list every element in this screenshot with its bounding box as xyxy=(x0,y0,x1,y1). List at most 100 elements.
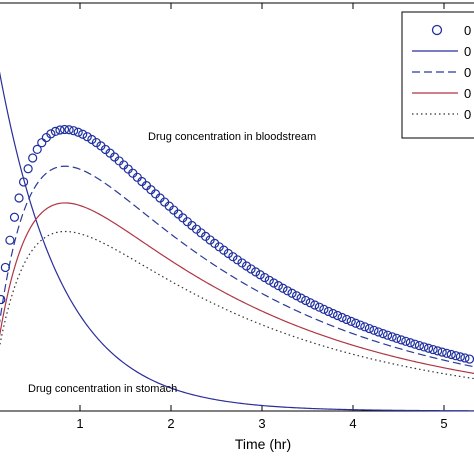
legend-label-4: 0 xyxy=(464,107,471,122)
circle-point-101 xyxy=(455,352,465,362)
circle-point-71 xyxy=(319,304,329,314)
x-tick-label-2: 2 xyxy=(167,416,174,431)
circle-point-96 xyxy=(433,346,443,356)
circle-point-90 xyxy=(405,338,415,348)
circle-point-13 xyxy=(55,125,65,135)
circle-point-102 xyxy=(460,353,470,363)
circle-point-62 xyxy=(278,283,288,293)
circle-point-9 xyxy=(37,138,47,148)
circle-point-72 xyxy=(323,306,334,317)
circle-point-77 xyxy=(346,316,356,326)
legend-label-0: 0 xyxy=(464,23,471,38)
circle-point-53 xyxy=(237,258,247,268)
circle-point-85 xyxy=(382,330,393,340)
circle-point-60 xyxy=(269,278,279,288)
circle-point-5 xyxy=(18,177,29,187)
x-tick-label-1: 1 xyxy=(76,416,83,431)
circle-point-3 xyxy=(9,212,20,222)
x-tick-label-3: 3 xyxy=(258,416,265,431)
circle-point-89 xyxy=(401,336,411,346)
circle-point-74 xyxy=(332,310,343,321)
series-dotted-line xyxy=(0,230,474,380)
circle-point-2 xyxy=(5,235,15,245)
circle-point-67 xyxy=(301,295,311,306)
circle-point-82 xyxy=(369,325,379,335)
circle-point-81 xyxy=(364,323,374,334)
circle-point-4 xyxy=(14,193,24,203)
circle-point-17 xyxy=(73,127,83,137)
circle-point-50 xyxy=(223,248,233,259)
circle-point-20 xyxy=(87,134,97,145)
circle-point-55 xyxy=(246,264,256,274)
circle-point-65 xyxy=(291,291,302,301)
circle-point-97 xyxy=(437,347,447,357)
legend: 0 0 0 0 0 xyxy=(401,11,474,139)
circle-point-12 xyxy=(50,126,61,137)
circle-point-79 xyxy=(355,320,365,330)
circle-point-80 xyxy=(360,322,370,332)
circle-point-95 xyxy=(428,344,438,355)
circle-point-6 xyxy=(23,164,33,174)
legend-box xyxy=(401,11,474,139)
circle-point-70 xyxy=(314,302,324,312)
circle-point-83 xyxy=(373,327,384,337)
circle-point-8 xyxy=(32,144,42,155)
circle-point-0 xyxy=(0,294,6,305)
annotation-stomach: Drug concentration in stomach xyxy=(28,383,177,395)
plot-frame xyxy=(0,2,474,412)
circle-point-49 xyxy=(219,245,229,255)
circle-point-93 xyxy=(419,342,429,352)
circle-point-66 xyxy=(296,293,306,303)
circle-point-1 xyxy=(0,262,10,273)
series-layer xyxy=(0,71,474,412)
x-ticks: 1 2 3 4 5 xyxy=(76,3,448,431)
circle-point-18 xyxy=(78,129,88,139)
circle-point-61 xyxy=(273,281,283,291)
circle-point-103 xyxy=(464,354,474,364)
circle-point-86 xyxy=(387,332,397,342)
series-stomach-line xyxy=(0,71,474,412)
circle-point-52 xyxy=(232,255,243,265)
circle-point-73 xyxy=(328,308,338,319)
circle-point-91 xyxy=(410,339,420,349)
circle-point-57 xyxy=(255,270,265,280)
x-axis-title: Time (hr) xyxy=(235,436,291,452)
x-tick-label-5: 5 xyxy=(440,416,447,431)
legend-label-2: 0 xyxy=(464,65,471,80)
circle-point-98 xyxy=(442,348,452,358)
circle-point-51 xyxy=(228,252,238,262)
circle-point-100 xyxy=(451,351,461,361)
series-dashed-line xyxy=(0,165,474,368)
circle-point-76 xyxy=(342,314,352,325)
circle-point-64 xyxy=(287,288,297,298)
circle-point-94 xyxy=(423,343,434,353)
circle-point-16 xyxy=(69,126,79,136)
circle-point-54 xyxy=(241,261,252,271)
circle-point-56 xyxy=(251,267,261,277)
legend-label-3: 0 xyxy=(464,86,471,101)
circle-point-84 xyxy=(378,329,388,339)
circle-point-99 xyxy=(446,349,456,360)
annotation-bloodstream: Drug concentration in bloodstream xyxy=(148,131,316,143)
legend-marker-0 xyxy=(431,24,443,36)
series-red-line xyxy=(0,202,474,375)
circle-point-58 xyxy=(260,272,270,283)
series-circles xyxy=(0,124,474,364)
circle-point-7 xyxy=(28,153,38,163)
circle-point-14 xyxy=(59,124,70,135)
circle-point-78 xyxy=(351,318,361,328)
circle-point-92 xyxy=(414,340,425,351)
circle-point-87 xyxy=(392,333,402,343)
circle-point-88 xyxy=(396,335,406,345)
circle-point-63 xyxy=(282,286,293,296)
circle-point-15 xyxy=(64,125,74,135)
circle-point-69 xyxy=(310,300,320,310)
circle-point-75 xyxy=(337,312,347,323)
circle-point-19 xyxy=(82,132,92,142)
circle-point-68 xyxy=(305,298,315,308)
circle-point-59 xyxy=(264,275,274,285)
x-tick-label-4: 4 xyxy=(349,416,356,431)
legend-label-1: 0 xyxy=(464,44,471,59)
circle-point-11 xyxy=(46,129,56,139)
